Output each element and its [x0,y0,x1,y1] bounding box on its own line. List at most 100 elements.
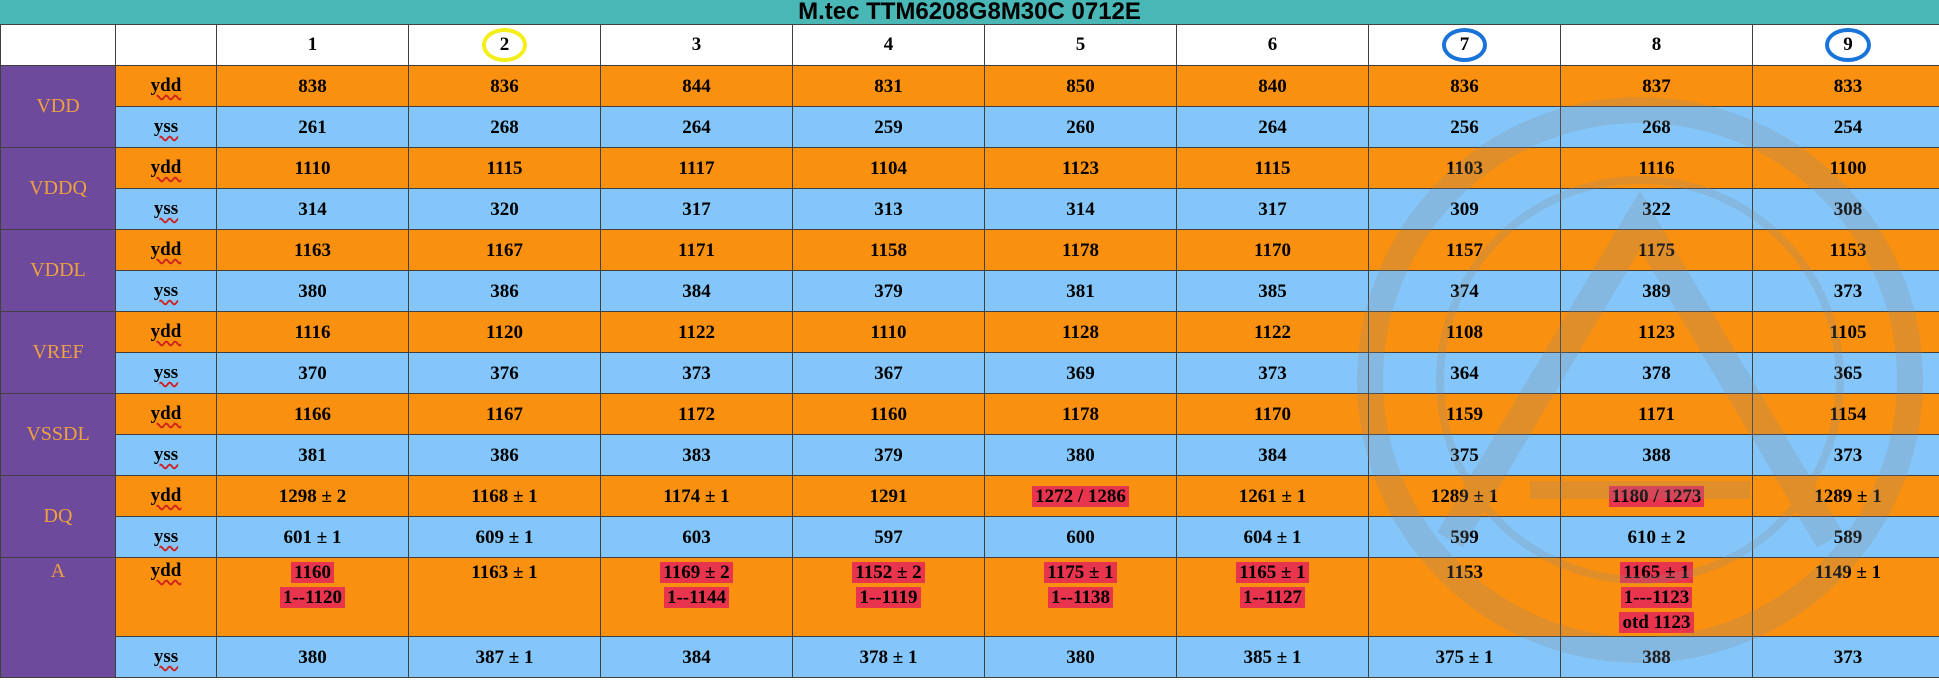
value-text: 389 [1642,281,1671,302]
row-label: yss [154,362,178,383]
column-number-circled: 9 [1825,28,1871,62]
value-line-wrap: 1--1144 [601,585,792,610]
value-cell: 837 [1561,66,1753,107]
column-header-2: 2 [409,25,601,66]
value-text: 1149 ± 1 [1815,562,1881,583]
value-cell: 1120 [409,312,601,353]
value-text: 380 [1066,445,1095,466]
value-text: 384 [682,647,711,668]
value-line-wrap: 373 [1753,279,1939,304]
value-line-wrap: 369 [985,361,1176,386]
value-text: 268 [1642,117,1671,138]
highlighted-value: 1180 / 1273 [1609,486,1705,507]
value-text: 1157 [1446,240,1483,261]
value-text: 840 [1258,76,1287,97]
value-line-wrap: 1--1138 [985,585,1176,610]
value-cell: 259 [793,107,985,148]
value-cell: 603 [601,517,793,558]
value-line-wrap: 384 [601,279,792,304]
value-text: 261 [298,117,327,138]
value-cell: 373 [1177,353,1369,394]
highlighted-value: 1--1119 [856,587,920,608]
value-text: 376 [490,363,519,384]
value-line-wrap: 313 [793,197,984,222]
value-text: 260 [1066,117,1095,138]
group-label: DQ [1,476,116,558]
value-text: 1168 ± 1 [471,486,537,507]
value-text: 1163 ± 1 [471,562,537,583]
value-text: 1172 [678,404,715,425]
value-line-wrap: 833 [1753,74,1939,99]
value-cell: 380 [985,637,1177,678]
value-cell: 264 [601,107,793,148]
value-text: 317 [682,199,711,220]
value-cell: 364 [1369,353,1561,394]
value-line-wrap: 268 [1561,115,1752,140]
value-line-wrap: 364 [1369,361,1560,386]
value-line-wrap: 1272 / 1286 [985,484,1176,509]
value-line-wrap: 320 [409,197,600,222]
value-line-wrap: 1--1127 [1177,585,1368,610]
value-cell: 389 [1561,271,1753,312]
value-text: 1298 ± 2 [279,486,346,507]
value-cell: 1128 [985,312,1177,353]
value-cell: 1110 [793,312,985,353]
value-cell: 610 ± 2 [1561,517,1753,558]
value-text: 610 ± 2 [1628,527,1686,548]
row-label-cell: ydd [116,394,217,435]
row-label-cell: ydd [116,476,217,517]
value-line-wrap: 381 [985,279,1176,304]
column-number: 1 [308,34,318,55]
column-number: 6 [1268,34,1278,55]
group-label: VDDL [1,230,116,312]
value-cell: 1108 [1369,312,1561,353]
value-text: 373 [1834,445,1863,466]
row-label-cell: yss [116,189,217,230]
value-cell: 1117 [601,148,793,189]
value-cell: 1170 [1177,394,1369,435]
value-text: 600 [1066,527,1095,548]
column-number: 8 [1652,34,1662,55]
value-text: 378 ± 1 [860,647,918,668]
column-header-1: 1 [217,25,409,66]
value-cell: 1167 [409,230,601,271]
value-cell: 380 [217,271,409,312]
value-text: 1104 [870,158,907,179]
value-line-wrap: 840 [1177,74,1368,99]
value-text: 1117 [679,158,715,179]
value-line-wrap: otd 1123 [1561,610,1752,635]
value-text: 1116 [1639,158,1675,179]
value-line-wrap: 1--1119 [793,585,984,610]
value-cell: 1170 [1177,230,1369,271]
value-text: 1105 [1830,322,1867,343]
value-line-wrap: 1261 ± 1 [1177,484,1368,509]
group-label: A [1,558,116,678]
bottom-margin [0,680,1939,687]
value-cell: 1153 [1369,558,1561,637]
column-header-6: 6 [1177,25,1369,66]
value-line-wrap: 1169 ± 2 [601,560,792,585]
value-text: 380 [298,281,327,302]
value-text: 364 [1450,363,1479,384]
value-cell: 1291 [793,476,985,517]
value-cell: 1175 [1561,230,1753,271]
value-text: 1115 [1255,158,1291,179]
value-text: 1128 [1062,322,1099,343]
value-line-wrap: 264 [1177,115,1368,140]
value-cell: 381 [985,271,1177,312]
value-cell: 370 [217,353,409,394]
value-line-wrap: 388 [1561,443,1752,468]
value-line-wrap: 1123 [1561,320,1752,345]
row-label-cell: yss [116,517,217,558]
value-text: 833 [1834,76,1863,97]
highlighted-value: otd 1123 [1619,612,1693,633]
value-cell: 365 [1753,353,1939,394]
row-label: ydd [151,403,182,424]
value-line-wrap: 1100 [1753,156,1939,181]
row-label: yss [154,116,178,137]
header-empty-cell [1,25,116,66]
value-text: 387 ± 1 [476,647,534,668]
